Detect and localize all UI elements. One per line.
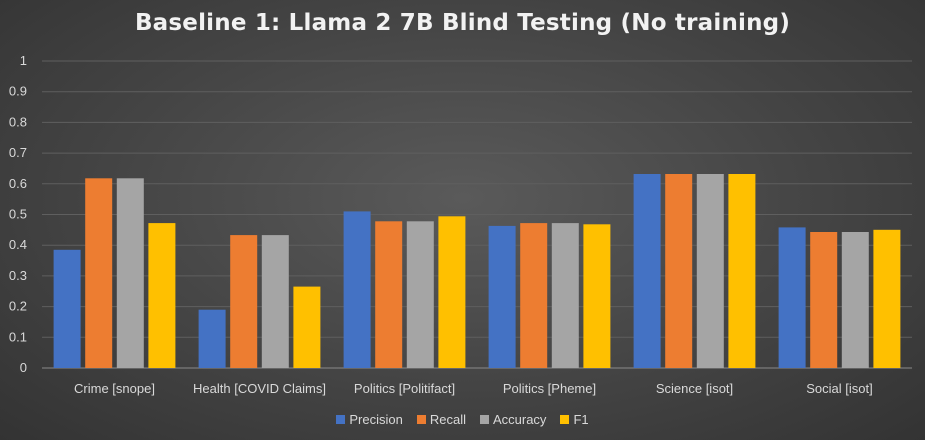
- x-tick-label: Politics [Politifact]: [354, 381, 455, 396]
- bar-accuracy: [261, 235, 289, 368]
- bar-accuracy: [841, 232, 869, 368]
- bar-f1: [728, 174, 756, 368]
- bar-accuracy: [696, 174, 724, 368]
- y-axis-ticks: 0 0.1 0.2 0.3 0.4 0.5 0.6 0.7 0.8 0.9 1: [9, 53, 27, 375]
- legend-swatch: [560, 415, 570, 424]
- legend-label: F1: [573, 412, 589, 427]
- y-tick-label: 0.2: [9, 299, 27, 314]
- x-tick-label: Science [isot]: [656, 381, 733, 396]
- bar-precision: [53, 249, 81, 368]
- bar-accuracy: [406, 221, 434, 368]
- x-tick-label: Social [isot]: [806, 381, 872, 396]
- bar-precision: [198, 309, 226, 368]
- legend-label: Precision: [349, 412, 403, 427]
- bar-f1: [438, 216, 466, 368]
- bar-accuracy: [116, 178, 144, 368]
- legend-swatch: [479, 415, 489, 424]
- x-axis-ticks: Crime [snope] Health [COVID Claims] Politi…: [74, 381, 873, 396]
- y-tick-label: 0.6: [9, 176, 27, 191]
- bar-recall: [85, 178, 113, 368]
- y-tick-label: 0.9: [9, 84, 27, 99]
- bar-f1: [583, 224, 611, 368]
- bars: [53, 174, 901, 368]
- y-tick-label: 0.1: [9, 329, 27, 344]
- bar-recall: [810, 232, 838, 368]
- legend-item-f1: F1: [560, 412, 589, 427]
- legend-item-precision: Precision: [336, 412, 403, 427]
- bar-recall: [665, 174, 693, 368]
- x-tick-label: Politics [Pheme]: [503, 381, 596, 396]
- y-tick-label: 1: [20, 53, 27, 68]
- bar-f1: [873, 229, 901, 368]
- bar-recall: [230, 235, 258, 368]
- bar-precision: [778, 227, 806, 368]
- bar-precision: [488, 225, 516, 368]
- y-tick-label: 0.7: [9, 145, 27, 160]
- bar-precision: [633, 174, 661, 368]
- legend-item-recall: Recall: [416, 412, 466, 427]
- bar-precision: [343, 211, 371, 368]
- chart-title: Baseline 1: Llama 2 7B Blind Testing (No…: [134, 10, 791, 36]
- bar-f1: [148, 223, 176, 368]
- legend: Precision Recall Accuracy F1: [0, 412, 925, 427]
- legend-label: Recall: [429, 412, 466, 427]
- y-tick-label: 0.8: [9, 114, 27, 129]
- legend-label: Accuracy: [492, 412, 547, 427]
- legend-item-accuracy: Accuracy: [479, 412, 547, 427]
- bar-recall: [520, 223, 548, 368]
- legend-swatch: [416, 415, 426, 424]
- bar-f1: [293, 286, 321, 368]
- bar-accuracy: [551, 223, 579, 368]
- x-tick-label: Crime [snope]: [74, 381, 155, 396]
- x-tick-label: Health [COVID Claims]: [193, 381, 326, 396]
- gridlines: [42, 60, 912, 369]
- y-tick-label: 0.4: [9, 237, 27, 252]
- y-tick-label: 0: [20, 360, 27, 375]
- y-tick-label: 0.3: [9, 268, 27, 283]
- legend-swatch: [336, 415, 346, 424]
- y-tick-label: 0.5: [9, 207, 27, 222]
- bar-recall: [375, 221, 403, 368]
